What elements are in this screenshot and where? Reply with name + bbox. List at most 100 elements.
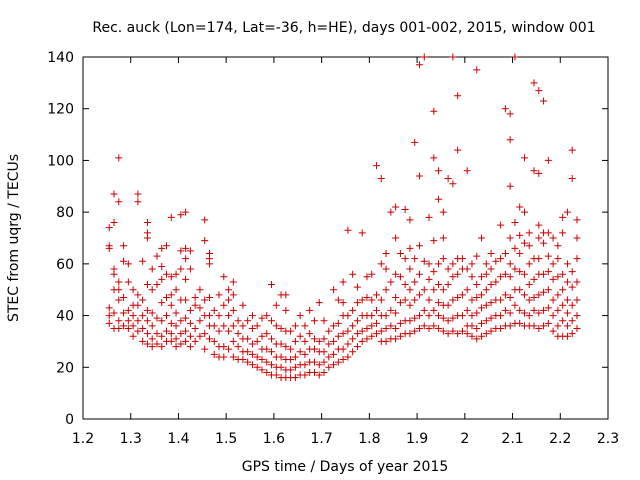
data-point [377,296,385,304]
data-point [186,265,194,273]
data-point [468,260,476,268]
data-point [258,366,266,374]
data-point [344,312,352,320]
data-point [530,167,538,175]
data-point [201,330,209,338]
data-point [530,79,538,87]
data-point [124,306,132,314]
data-point [330,350,338,358]
data-point [544,286,552,294]
data-point [120,257,128,265]
data-point [296,332,304,340]
data-point [406,330,414,338]
data-point [139,312,147,320]
data-point [559,301,567,309]
data-point [501,250,509,258]
data-point [430,154,438,162]
data-point [363,325,371,332]
data-point [449,53,457,61]
data-point [291,374,299,382]
data-point [225,312,233,320]
data-point [310,335,318,343]
data-point [163,270,171,278]
data-point [263,312,271,320]
data-point [215,327,223,335]
data-point [444,301,452,309]
data-point [344,327,352,335]
data-point [520,309,528,317]
data-point [415,172,423,180]
data-point [182,314,190,322]
data-point [520,239,528,247]
data-point [368,322,376,330]
x-tick-label: 1.4 [167,431,189,447]
data-point [325,363,333,371]
data-point [124,260,132,268]
data-point [497,273,505,281]
data-point [487,265,495,273]
data-point [167,337,175,345]
data-point [439,314,447,322]
data-point [396,319,404,327]
data-point [420,322,428,330]
data-point [458,327,466,335]
data-point [272,322,280,330]
data-point [158,262,166,270]
data-point [220,273,228,281]
data-point [535,169,543,177]
data-point [315,299,323,307]
data-point [425,275,433,283]
data-point [535,234,543,242]
data-point [282,291,290,299]
data-point [320,358,328,366]
data-point [415,242,423,250]
data-point [415,61,423,69]
x-axis-label: GPS time / Days of year 2015 [242,459,449,475]
data-point [516,286,524,294]
data-point [420,257,428,265]
data-point [435,325,443,332]
x-tick-label: 2.3 [597,431,619,447]
data-point [263,345,271,353]
data-point [186,343,194,351]
data-point [148,286,156,294]
data-point [134,301,142,309]
data-point [444,281,452,289]
x-tick-label: 1.7 [311,431,333,447]
data-point [325,340,333,348]
data-point [516,203,524,211]
data-point [358,296,366,304]
data-point [497,296,505,304]
data-point [163,242,171,250]
data-point [449,180,457,188]
data-point [263,368,271,376]
data-point [124,278,132,286]
data-point [330,361,338,369]
data-point [287,327,295,335]
data-point [530,293,538,301]
data-point [573,216,581,224]
data-point [234,317,242,325]
data-point [563,322,571,330]
data-point [401,281,409,289]
data-point [468,322,476,330]
data-point [473,335,481,343]
data-point [411,255,419,263]
y-axis-label: STEC from uqrg / TECUs [6,154,22,322]
data-point [411,138,419,146]
data-point [196,304,204,312]
data-point [349,306,357,314]
data-point [573,312,581,320]
data-point [363,335,371,343]
data-point [520,154,528,162]
data-point [549,312,557,320]
data-point [172,343,180,351]
data-point [182,255,190,263]
data-point [268,335,276,343]
data-point [310,368,318,376]
data-point [334,319,342,327]
data-point [272,371,280,379]
data-point [478,291,486,299]
data-point [182,275,190,283]
data-point [535,325,543,332]
